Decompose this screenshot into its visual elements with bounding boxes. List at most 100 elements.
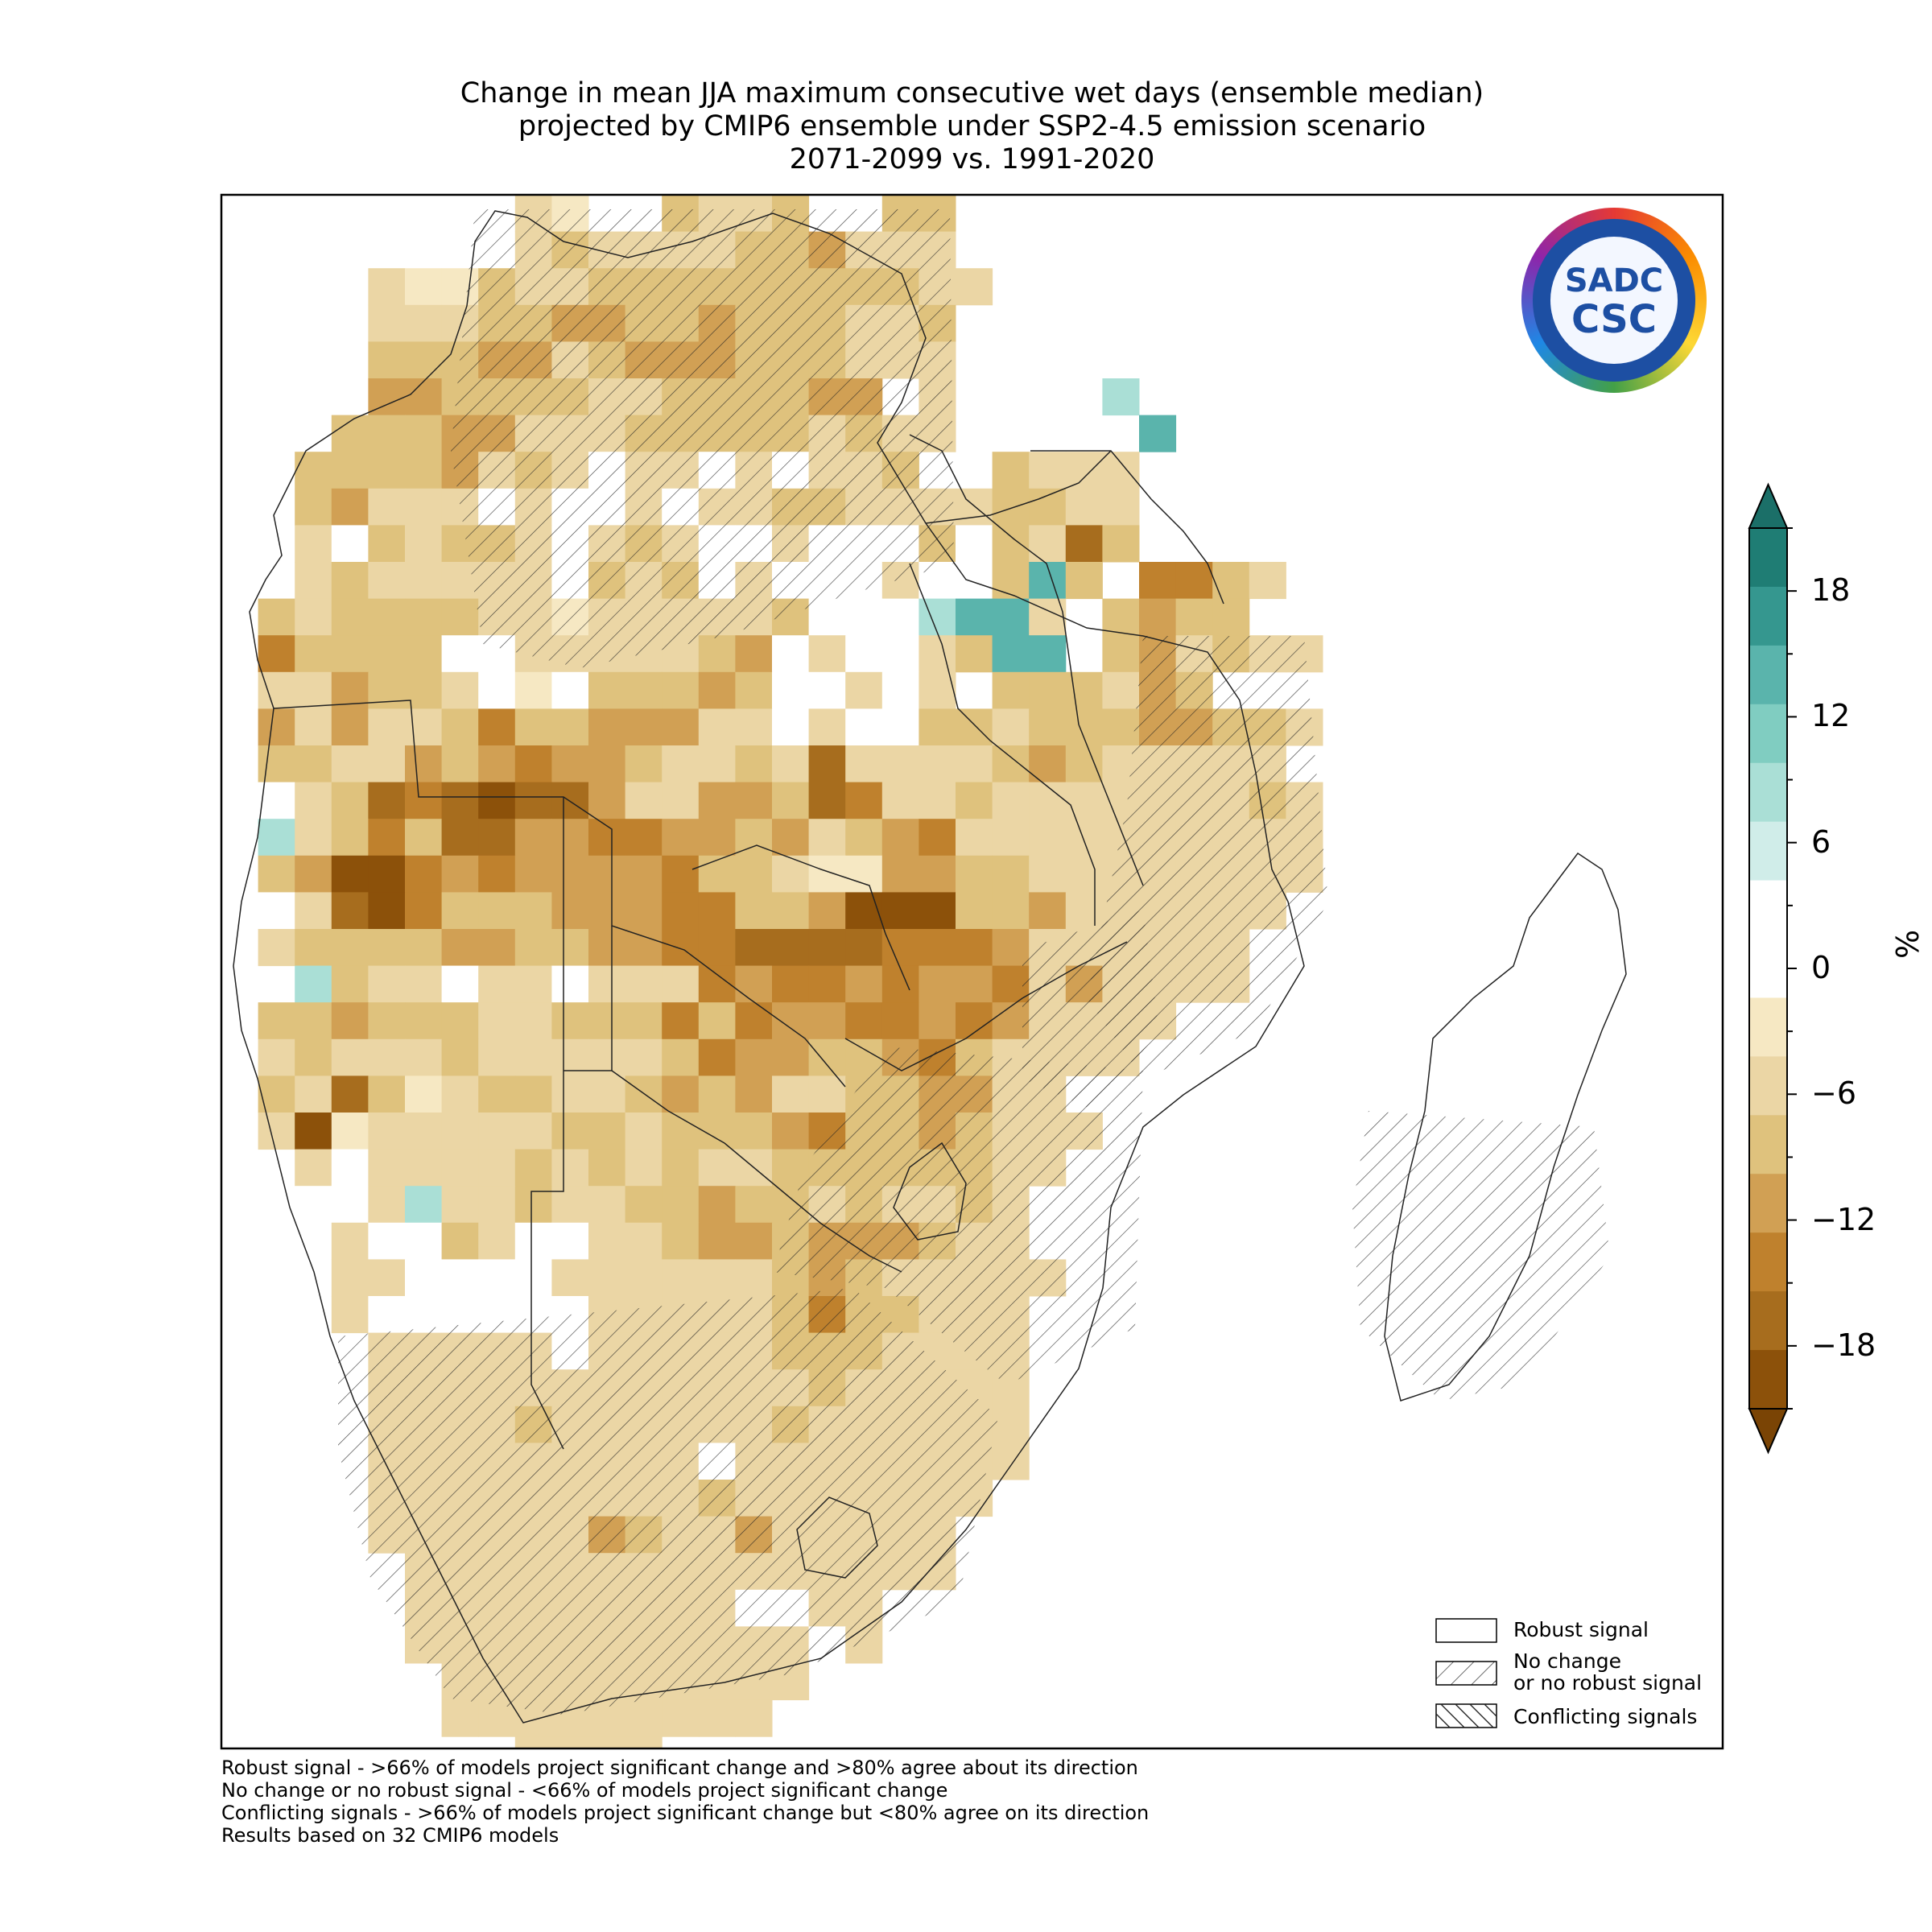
grid-cell	[881, 745, 919, 783]
grid-cell	[919, 892, 956, 930]
grid-cell	[1029, 745, 1067, 783]
grid-cell	[331, 1113, 369, 1150]
colorbar-bin	[1749, 1174, 1787, 1233]
grid-cell	[735, 708, 773, 746]
grid-cell	[514, 819, 552, 857]
grid-cell	[662, 1259, 700, 1297]
colorbar-bin	[1749, 1115, 1787, 1174]
grid-cell	[295, 671, 332, 709]
grid-cell	[698, 635, 736, 673]
legend	[1435, 1618, 1497, 1728]
grid-cell	[956, 598, 993, 636]
country-border	[844, 941, 1128, 1071]
grid-cell	[698, 708, 736, 746]
sadc-csc-logo: SADC CSC	[1521, 208, 1707, 393]
grid-cell	[368, 929, 406, 967]
grid-cell	[368, 1038, 406, 1076]
grid-cell	[295, 965, 332, 1003]
grid-cell	[956, 562, 993, 600]
grid-cell	[992, 671, 1030, 709]
grid-cell	[1065, 452, 1103, 489]
grid-cell	[368, 525, 406, 563]
grid-cell	[368, 1113, 406, 1150]
no-robust-signal-hatching	[451, 209, 954, 668]
grid-cell	[478, 671, 516, 709]
grid-cell	[331, 965, 369, 1003]
grid-cell	[1029, 488, 1067, 526]
grid-cell	[588, 1736, 626, 1748]
grid-cell	[625, 708, 663, 746]
grid-cell	[295, 1038, 332, 1076]
grid-cell	[1175, 562, 1213, 600]
grid-cell	[992, 1443, 1030, 1480]
grid-cell	[735, 1259, 773, 1297]
grid-cell	[405, 635, 443, 673]
grid-cell	[514, 1113, 552, 1150]
grid-cell	[919, 1002, 956, 1040]
colorbar-tick-label: −18	[1811, 1327, 1876, 1363]
grid-cell	[331, 525, 369, 563]
grid-cell	[514, 1149, 552, 1187]
grid-cell	[405, 1002, 443, 1040]
colorbar-bin	[1749, 1232, 1787, 1292]
grid-cell	[405, 598, 443, 636]
grid-cell	[441, 1699, 479, 1737]
grid-cell	[258, 1113, 295, 1150]
logo-word-sadc: SADC	[1564, 262, 1664, 299]
logo-ring: SADC CSC	[1533, 219, 1695, 382]
grid-cell	[514, 855, 552, 893]
grid-cell	[405, 929, 443, 967]
title-line-3: 2071-2099 vs. 1991-2020	[789, 143, 1155, 175]
grid-cell	[1029, 855, 1067, 893]
grid-cell	[331, 1186, 369, 1224]
grid-cell	[992, 708, 1030, 746]
grid-cell	[1029, 525, 1067, 563]
grid-cell	[514, 965, 552, 1003]
country-border	[796, 1496, 878, 1579]
grid-cell	[441, 782, 479, 819]
grid-cell	[295, 562, 332, 600]
grid-cell	[698, 782, 736, 819]
grid-cell	[698, 892, 736, 930]
grid-cell	[551, 1222, 589, 1260]
grid-cell	[625, 1113, 663, 1150]
grid-cell	[956, 745, 993, 783]
grid-cell	[368, 1222, 406, 1260]
grid-cell	[258, 929, 295, 967]
colorbar-tick-label: −12	[1811, 1201, 1876, 1237]
grid-cell	[331, 1075, 369, 1113]
grid-cell	[295, 635, 332, 673]
grid-cell	[772, 635, 810, 673]
grid-cell	[772, 745, 810, 783]
grid-cell	[551, 965, 589, 1003]
grid-cell	[1139, 562, 1177, 600]
grid-cell	[331, 1259, 369, 1297]
grid-cell	[258, 745, 295, 783]
legend-label-no-change-2: or no robust signal	[1513, 1671, 1703, 1695]
grid-cell	[551, 855, 589, 893]
grid-cell	[1102, 598, 1140, 636]
grid-cell	[295, 525, 332, 563]
grid-cell	[956, 929, 993, 967]
grid-cell	[588, 1186, 626, 1224]
grid-cell	[368, 488, 406, 526]
grid-cell	[662, 855, 700, 893]
grid-cell	[698, 1259, 736, 1297]
grid-cell	[1102, 525, 1140, 563]
grid-cell	[441, 892, 479, 930]
colorbar	[1748, 482, 1797, 1455]
grid-cell	[478, 1149, 516, 1187]
grid-cell	[405, 1259, 443, 1297]
grid-cell	[735, 1222, 773, 1260]
grid-cell	[992, 635, 1030, 673]
colorbar-tick-label: 12	[1811, 698, 1851, 734]
colorbar-bin	[1749, 1291, 1787, 1351]
grid-cell	[551, 1736, 589, 1748]
grid-cell	[1065, 525, 1103, 563]
country-border	[909, 563, 1096, 926]
grid-cell	[1029, 635, 1067, 673]
grid-cell	[1065, 671, 1103, 709]
grid-cell	[808, 965, 846, 1003]
grid-cell	[992, 855, 1030, 893]
grid-cell	[845, 745, 883, 783]
